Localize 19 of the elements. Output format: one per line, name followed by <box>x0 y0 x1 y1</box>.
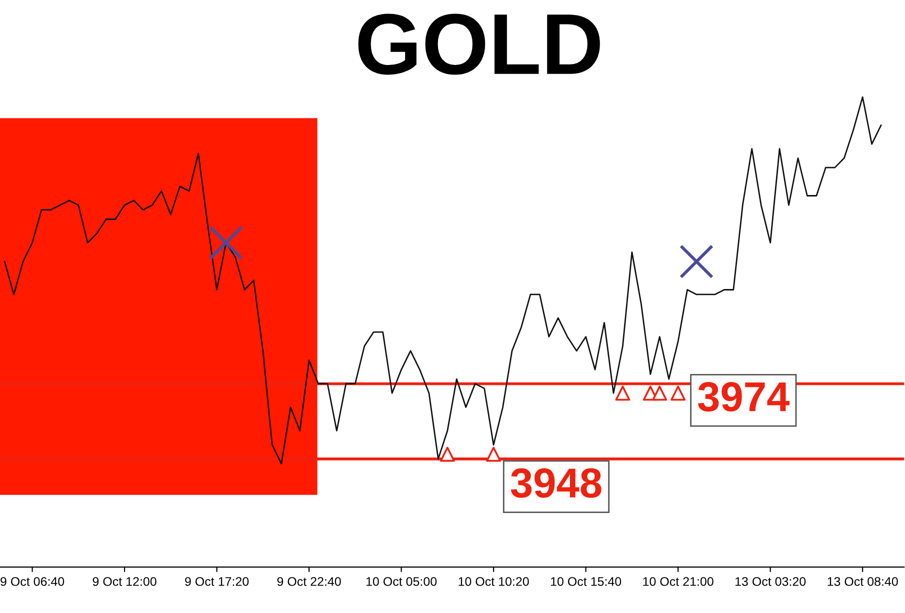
point <box>652 386 668 401</box>
x-tick-label: 9 Oct 06:40 <box>0 577 64 586</box>
x-tick-label: 9 Oct 17:20 <box>185 577 249 586</box>
x-tick-label: 10 Oct 21:00 <box>643 577 714 586</box>
point <box>486 446 502 462</box>
point <box>615 386 630 401</box>
x-tick-label: 10 Oct 10:20 <box>458 577 529 586</box>
point <box>670 386 686 401</box>
x-tick-label: 10 Oct 15:40 <box>550 577 622 586</box>
x-tick-label: 9 Oct 22:40 <box>277 577 341 586</box>
annotation: 3974 <box>698 382 790 412</box>
point <box>679 244 714 279</box>
x-tick-label: 13 Oct 08:40 <box>828 577 898 586</box>
point <box>440 446 455 462</box>
x-tick-label: 9 Oct 12:00 <box>92 577 156 586</box>
x-tick-label: 10 Oct 05:00 <box>366 577 437 586</box>
x-tick-label: 13 Oct 03:20 <box>735 577 806 586</box>
chart-title: GOLD <box>358 14 600 75</box>
annotation: 3948 <box>510 468 602 498</box>
